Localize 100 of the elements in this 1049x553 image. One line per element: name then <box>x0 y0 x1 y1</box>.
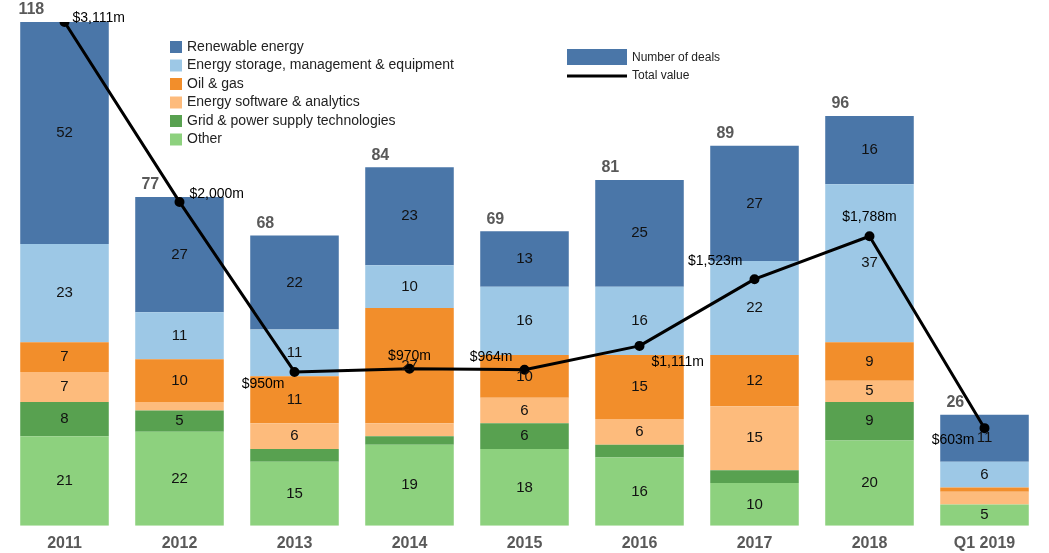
bar <box>250 461 339 526</box>
data-label: 23 <box>401 206 418 224</box>
total-label: 26 <box>946 393 965 411</box>
bar <box>595 286 684 356</box>
annotation: Number of deals <box>632 50 721 64</box>
data-label: 22 <box>286 272 303 290</box>
point <box>749 274 760 285</box>
bar <box>250 329 339 377</box>
bar <box>595 179 684 287</box>
bar <box>595 444 684 458</box>
bar <box>825 440 914 526</box>
data-label: 10 <box>401 276 418 294</box>
bar <box>710 470 799 484</box>
bar <box>135 410 224 432</box>
bar <box>250 235 339 330</box>
data-label: 5 <box>865 381 874 399</box>
x-tick-label: 2017 <box>736 533 773 551</box>
bar <box>825 401 914 441</box>
total-label: 118 <box>18 0 45 18</box>
data-label: 18 <box>516 477 533 495</box>
data-label: 6 <box>290 426 299 444</box>
legend-label: Total value <box>632 68 690 83</box>
data-label: 52 <box>56 123 73 141</box>
legend-label: Energy storage, management & equipment <box>187 56 455 73</box>
data-label: 10 <box>746 494 763 512</box>
data-label: 6 <box>520 400 529 418</box>
bar <box>710 406 799 471</box>
x-tick-label: 2018 <box>851 533 888 551</box>
data-label: 20 <box>861 473 878 491</box>
data-label: 37 <box>861 253 878 271</box>
data-label: 27 <box>746 193 763 211</box>
total-label: 96 <box>831 94 850 112</box>
total-label: 69 <box>486 209 505 227</box>
point <box>864 231 875 242</box>
data-label: $1,788m <box>842 208 897 225</box>
x-tick-label: 2011 <box>47 533 82 551</box>
bar <box>710 355 799 407</box>
total-label: 68 <box>256 213 275 231</box>
bar <box>480 423 569 449</box>
bar <box>135 312 224 360</box>
bar <box>595 419 684 445</box>
data-label: 15 <box>286 483 303 501</box>
bar <box>825 115 914 185</box>
data-label: 7 <box>60 377 69 395</box>
data-label: 15 <box>631 377 648 395</box>
data-label: 6 <box>635 422 644 440</box>
bar <box>710 483 799 526</box>
data-label: 16 <box>516 311 533 329</box>
data-label: 25 <box>631 223 648 241</box>
data-label: 22 <box>746 298 763 316</box>
bar <box>480 397 569 424</box>
x-tick-label: 2012 <box>161 533 198 551</box>
total-label: 77 <box>141 175 160 193</box>
bar <box>825 184 914 343</box>
data-label: 11 <box>286 389 303 407</box>
bar <box>250 423 339 449</box>
data-label: 9 <box>865 351 874 369</box>
bar <box>20 244 109 343</box>
bar <box>825 342 914 381</box>
x-tick-label: 2013 <box>276 533 313 551</box>
data-label: 10 <box>516 366 533 384</box>
point <box>174 196 185 207</box>
point <box>289 366 300 377</box>
data-label: 9 <box>865 411 874 429</box>
bar <box>365 444 454 526</box>
data-label: 6 <box>520 426 529 444</box>
bar <box>365 308 454 424</box>
data-label: 10 <box>171 370 188 388</box>
data-label: 11 <box>286 343 303 361</box>
data-label: 21 <box>56 471 73 489</box>
data-label: $1,523m <box>688 252 743 269</box>
bar <box>135 401 224 411</box>
bar <box>595 457 684 526</box>
legend-label: Renewable energy <box>187 37 304 54</box>
bar <box>480 231 569 287</box>
bar <box>365 423 454 437</box>
bar <box>135 431 224 526</box>
point <box>634 340 645 351</box>
data-label: 6 <box>980 464 989 482</box>
bar <box>365 436 454 445</box>
data-label: 15 <box>746 428 763 446</box>
data-label: 16 <box>631 311 648 329</box>
bar <box>940 487 1029 492</box>
data-label: 11 <box>976 428 993 446</box>
data-label: 7 <box>60 347 69 365</box>
bar <box>480 448 569 526</box>
data-label: $3,111m <box>72 8 125 25</box>
x-tick-label: Q1 2019 <box>953 533 1016 551</box>
data-label: 16 <box>861 140 878 158</box>
bar <box>20 372 109 402</box>
data-label: 11 <box>171 325 188 343</box>
data-label: 27 <box>171 244 188 262</box>
data-label: 23 <box>56 283 73 301</box>
bar <box>365 265 454 309</box>
bar <box>135 359 224 402</box>
bar <box>20 22 109 245</box>
x-tick-label: 2015 <box>506 533 543 551</box>
bar <box>940 461 1029 488</box>
bar <box>365 167 454 266</box>
data-label: 22 <box>171 468 188 486</box>
